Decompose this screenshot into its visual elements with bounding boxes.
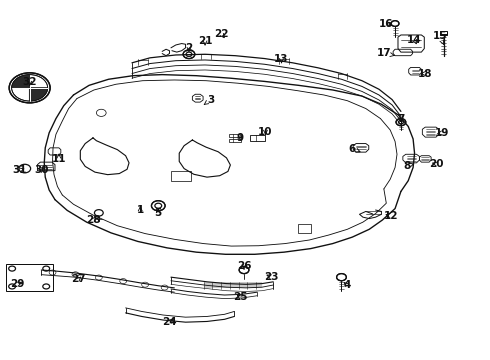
FancyBboxPatch shape bbox=[441, 31, 447, 35]
Text: 5: 5 bbox=[155, 208, 162, 218]
Text: 8: 8 bbox=[403, 161, 414, 171]
Text: 2: 2 bbox=[185, 43, 193, 53]
Circle shape bbox=[151, 201, 165, 211]
Text: 23: 23 bbox=[265, 272, 279, 282]
Text: 21: 21 bbox=[198, 36, 212, 46]
Text: 3: 3 bbox=[204, 95, 215, 105]
Text: 20: 20 bbox=[429, 159, 443, 169]
Text: 19: 19 bbox=[435, 128, 449, 138]
Circle shape bbox=[337, 274, 346, 281]
Text: 25: 25 bbox=[233, 292, 247, 302]
Text: 22: 22 bbox=[214, 29, 229, 39]
Circle shape bbox=[183, 50, 195, 59]
Text: 10: 10 bbox=[258, 127, 273, 137]
Text: 28: 28 bbox=[86, 215, 100, 225]
Wedge shape bbox=[12, 75, 30, 88]
Text: 1: 1 bbox=[137, 205, 144, 215]
Text: 7: 7 bbox=[397, 113, 405, 123]
Text: 16: 16 bbox=[379, 18, 393, 28]
Text: 15: 15 bbox=[433, 31, 447, 44]
Wedge shape bbox=[30, 88, 47, 101]
Circle shape bbox=[396, 118, 406, 126]
Text: 14: 14 bbox=[407, 35, 422, 45]
Text: 9: 9 bbox=[237, 133, 244, 143]
Text: 17: 17 bbox=[376, 48, 394, 58]
Text: 13: 13 bbox=[274, 54, 289, 64]
Text: 26: 26 bbox=[237, 261, 251, 271]
Text: 30: 30 bbox=[34, 165, 49, 175]
Text: 24: 24 bbox=[162, 317, 177, 327]
Text: 27: 27 bbox=[71, 274, 86, 284]
Text: 4: 4 bbox=[343, 280, 351, 291]
Text: 6: 6 bbox=[348, 144, 360, 154]
Text: 32: 32 bbox=[23, 77, 37, 87]
Text: 12: 12 bbox=[384, 211, 398, 221]
Text: 18: 18 bbox=[418, 68, 433, 78]
Text: 29: 29 bbox=[10, 279, 24, 289]
Text: 31: 31 bbox=[13, 165, 27, 175]
Circle shape bbox=[239, 266, 249, 274]
Text: 11: 11 bbox=[51, 154, 66, 163]
Circle shape bbox=[391, 21, 399, 26]
